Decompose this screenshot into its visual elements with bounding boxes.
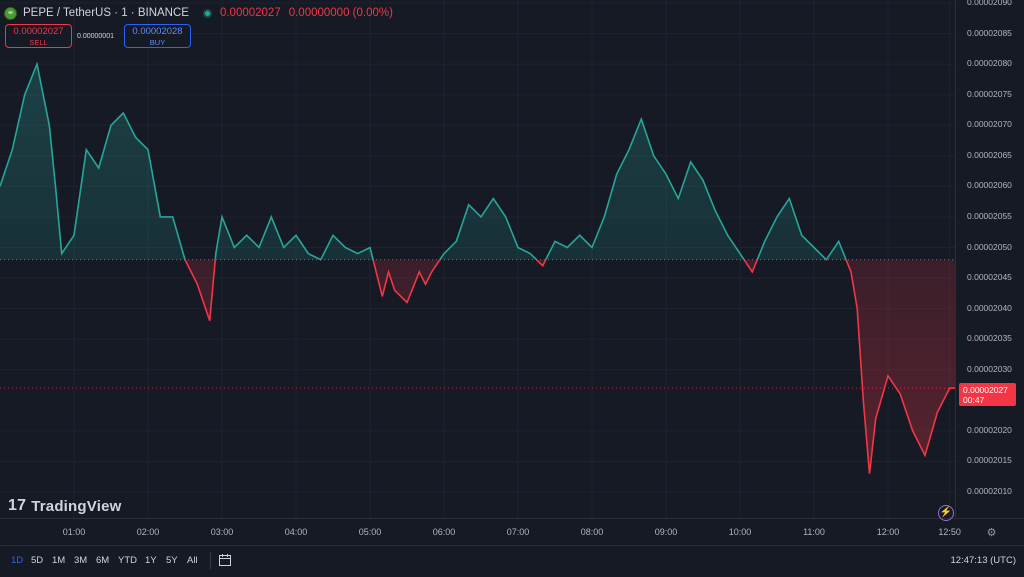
range-5d[interactable]: 5D <box>31 555 44 566</box>
x-tick-label: 12:50 <box>938 527 961 537</box>
utc-clock[interactable]: 12:47:13 (UTC) <box>950 555 1016 566</box>
y-tick-label: 0.00002015 <box>967 455 1012 466</box>
x-tick-label: 12:00 <box>876 527 900 537</box>
toolbar-divider <box>210 552 211 569</box>
x-tick-label: 05:00 <box>358 527 382 537</box>
logo-text: TradingView <box>31 497 122 515</box>
x-tick-label: 07:00 <box>506 527 530 537</box>
calendar-icon[interactable] <box>218 553 232 567</box>
y-tick-label: 0.00002060 <box>967 180 1012 191</box>
y-tick-label: 0.00002010 <box>967 486 1012 496</box>
y-tick-label: 0.00002070 <box>967 119 1012 130</box>
y-tick-label: 0.00002080 <box>967 58 1012 69</box>
y-tick-label: 0.00002085 <box>967 27 1012 38</box>
area-fill-down <box>185 259 955 474</box>
range-all[interactable]: All <box>187 555 198 566</box>
sell-price: 0.00002027 <box>13 26 64 37</box>
range-1d[interactable]: 1D <box>11 555 24 566</box>
x-tick-label: 09:00 <box>654 527 678 537</box>
x-tick-label: 11:00 <box>803 527 825 537</box>
settings-icon[interactable]: ⚙ <box>986 527 997 539</box>
y-tick-label: 0.00002055 <box>967 210 1012 221</box>
price-change: 0.00000000 (0.00%) <box>288 7 393 19</box>
range-6m[interactable]: 6M <box>96 555 110 566</box>
coin-icon <box>4 6 17 20</box>
buy-button[interactable]: 0.00002028 BUY <box>124 24 191 48</box>
y-tick-label: 0.00002030 <box>967 363 1012 374</box>
tradingview-logo[interactable]: 17 TradingView <box>8 497 121 515</box>
y-tick-label: 0.00002065 <box>967 149 1012 160</box>
x-tick-label: 03:00 <box>210 527 234 537</box>
buy-label: BUY <box>149 38 166 47</box>
tradingview-mark-icon: 17 <box>8 497 27 514</box>
symbol-title[interactable]: PEPE / TetherUS · 1 · BINANCE <box>23 7 189 19</box>
y-tick-label: 0.00002045 <box>967 272 1012 283</box>
y-tick-label: 0.00002090 <box>967 0 1012 7</box>
bottom-toolbar: 1D 5D 1M 3M 6M YTD 1Y 5Y All 12:47:13 (UTC) <box>0 545 1024 577</box>
price-tag-countdown: 00:47 <box>963 395 985 405</box>
range-1m[interactable]: 1M <box>52 555 66 566</box>
price-tag-value: 0.00002027 <box>963 385 1008 395</box>
current-price-tag: 0.00002027 00:47 <box>959 383 1016 406</box>
x-tick-label: 06:00 <box>432 527 456 537</box>
x-tick-label: 02:00 <box>136 527 160 537</box>
range-ytd[interactable]: YTD <box>118 555 137 566</box>
x-tick-label: 01:00 <box>62 527 86 537</box>
y-tick-label: 0.00002035 <box>967 333 1012 344</box>
spread-value: 0.00000001 <box>77 33 114 40</box>
y-tick-label: 0.00002050 <box>967 241 1012 252</box>
symbol-header[interactable]: PEPE / TetherUS · 1 · BINANCE 0.00002027… <box>4 4 393 22</box>
last-price: 0.00002027 <box>219 7 281 19</box>
range-3m[interactable]: 3M <box>74 555 88 566</box>
status-dot-icon <box>202 8 212 18</box>
y-tick-label: 0.00002020 <box>967 424 1012 435</box>
price-line-up <box>0 61 847 260</box>
sell-label: SELL <box>29 38 48 47</box>
price-chart[interactable] <box>0 0 1024 545</box>
lightning-icon[interactable]: ⚡ <box>938 505 954 521</box>
x-tick-label: 08:00 <box>580 527 604 537</box>
range-1y[interactable]: 1Y <box>145 555 157 566</box>
x-tick-label: 04:00 <box>284 527 308 537</box>
y-tick-label: 0.00002040 <box>967 302 1012 313</box>
area-fill-up <box>0 64 955 260</box>
range-5y[interactable]: 5Y <box>166 555 178 566</box>
sell-button[interactable]: 0.00002027 SELL <box>5 24 72 48</box>
x-tick-label: 10:00 <box>728 527 752 537</box>
buy-price: 0.00002028 <box>132 26 183 37</box>
y-tick-label: 0.00002075 <box>967 88 1012 99</box>
